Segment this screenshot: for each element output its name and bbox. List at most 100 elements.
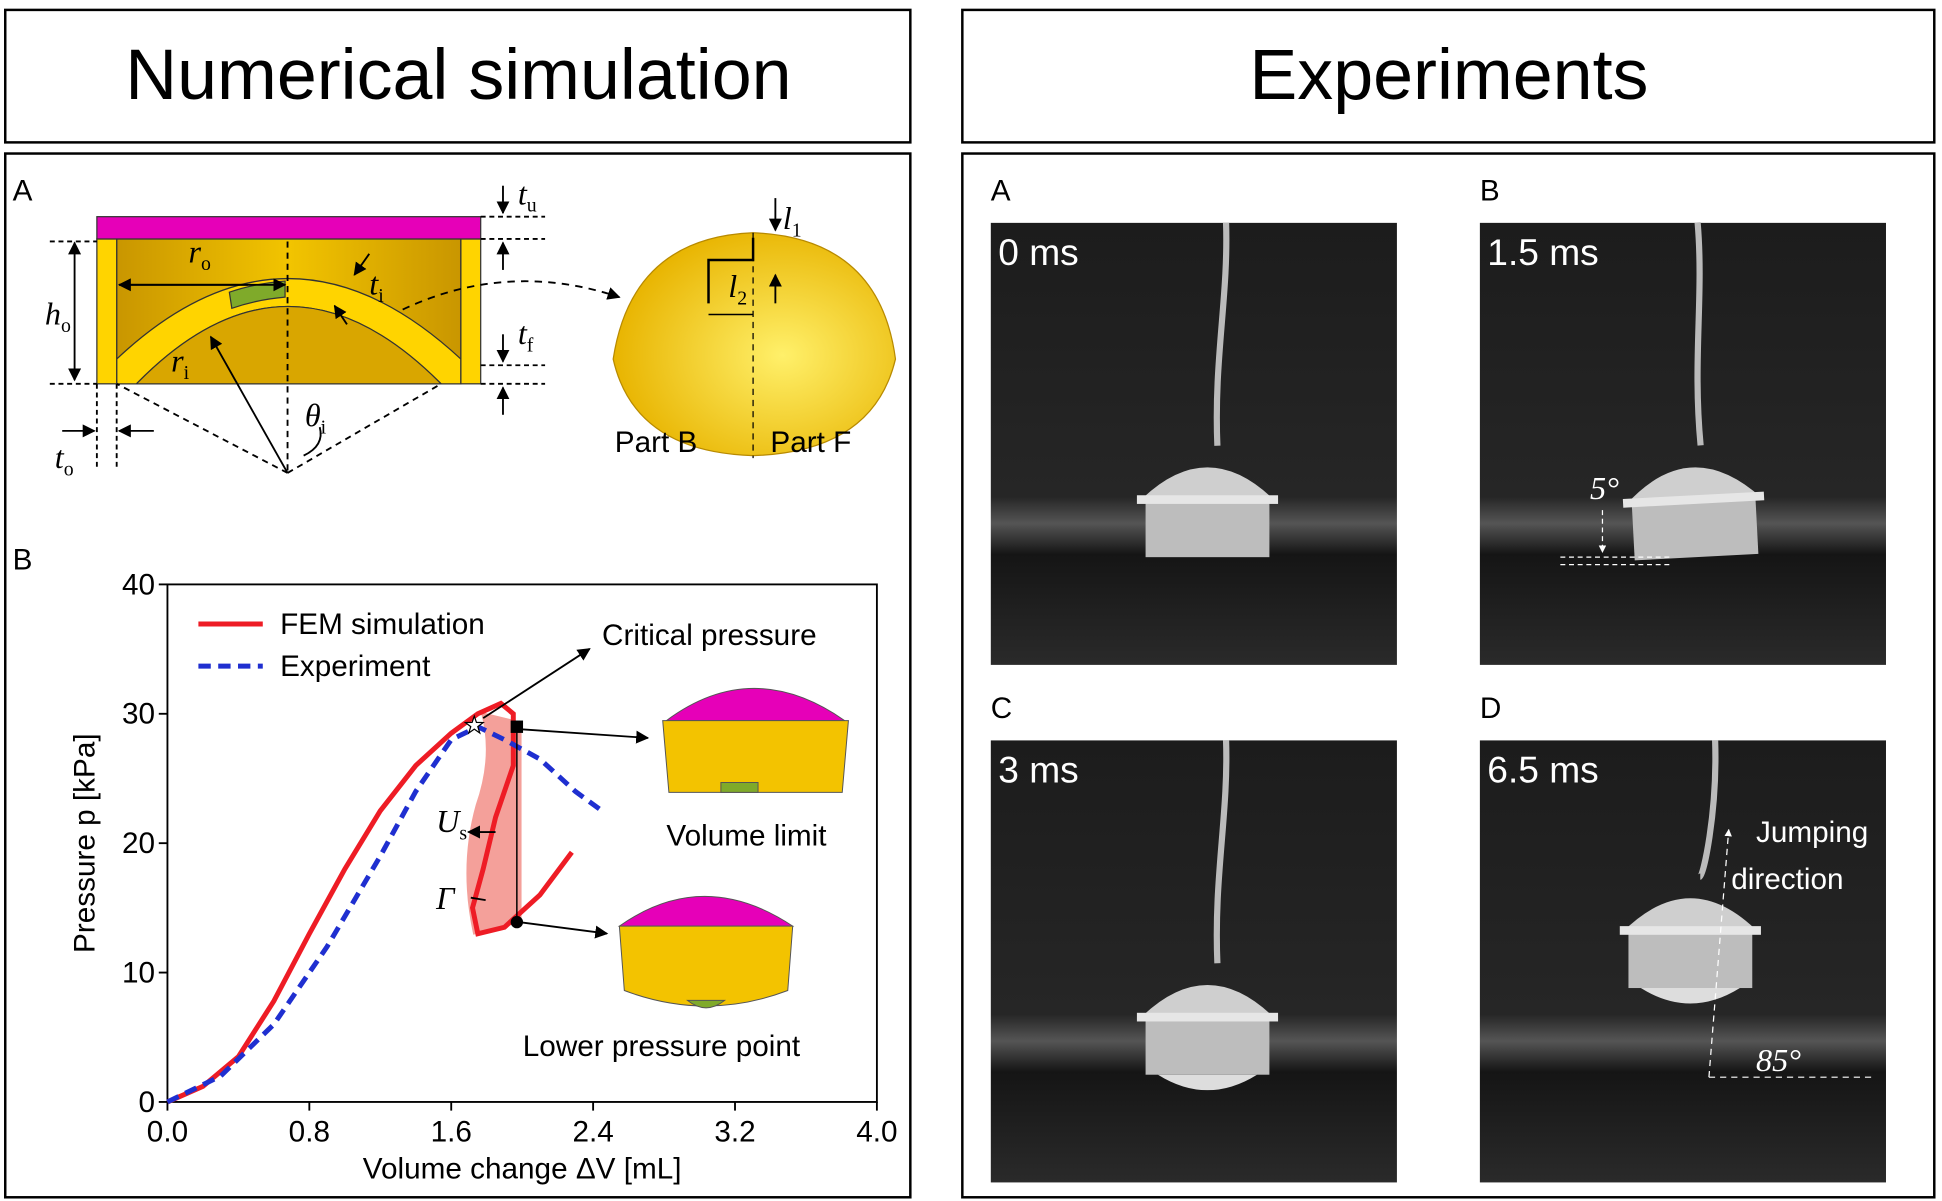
header: Experiments — [1249, 35, 1648, 115]
y-tick-label: 0 — [139, 1086, 156, 1119]
symbol-label: θi — [305, 397, 327, 438]
x-tick-label: 0.0 — [147, 1116, 188, 1149]
cylinder — [1145, 1018, 1270, 1075]
marker-circle — [510, 915, 524, 929]
photo — [1479, 222, 1886, 665]
bulge — [1640, 988, 1740, 1004]
symbol: l — [728, 268, 737, 304]
tube — [1697, 740, 1719, 880]
x-tick-label: 0.8 — [289, 1116, 330, 1149]
subscript: s — [459, 822, 467, 844]
subscript: 2 — [737, 288, 747, 310]
symbol: t — [55, 439, 65, 475]
annotation: Lower pressure point — [523, 1030, 801, 1063]
symbol-label: l1 — [783, 200, 802, 241]
photo — [990, 222, 1397, 665]
annotation: Jumping — [1756, 816, 1868, 849]
photo-letter: C — [991, 692, 1012, 725]
rim — [1619, 926, 1761, 935]
symbol-label: to — [55, 439, 74, 480]
frames — [4, 8, 1936, 1199]
symbol: θ — [305, 397, 321, 433]
symbol-label: ri — [171, 342, 190, 383]
tube — [1694, 222, 1704, 446]
subscript: i — [184, 362, 190, 384]
symbol-label: tu — [518, 175, 537, 216]
y-tick-label: 20 — [122, 827, 155, 860]
insets — [617, 688, 849, 1009]
y-tick-label: 30 — [122, 698, 155, 731]
photo-letter: A — [991, 175, 1011, 208]
symbol-label: Us — [436, 803, 467, 844]
x-tick-label: 1.6 — [431, 1116, 472, 1149]
photo-time: 1.5 ms — [1487, 231, 1598, 273]
annotation: Critical pressure — [602, 619, 817, 652]
subscript: i — [321, 416, 327, 438]
x-tick-label: 2.4 — [572, 1116, 613, 1149]
subscript: o — [201, 253, 211, 275]
cylinder — [1628, 932, 1753, 989]
annotation: 5° — [1590, 470, 1619, 506]
symbol: h — [45, 295, 61, 331]
rim — [1622, 491, 1765, 508]
y-axis-label: Pressure p [kPa] — [68, 733, 101, 953]
device — [1136, 222, 1279, 558]
dome — [612, 198, 897, 459]
symbol-label: ro — [188, 233, 211, 274]
symbol: r — [188, 233, 201, 269]
photo-time: 0 ms — [998, 231, 1078, 273]
symbol: l — [783, 200, 792, 236]
marker-star — [463, 714, 485, 735]
dome-body — [1139, 467, 1276, 502]
symbol: t — [518, 175, 528, 211]
photo-time: 3 ms — [998, 749, 1078, 791]
dome-body — [1139, 984, 1276, 1019]
legend-label: Experiment — [280, 650, 431, 683]
y-tick-label: 40 — [122, 568, 155, 601]
dims — [49, 185, 621, 474]
device — [1136, 740, 1279, 1091]
part-label: Part B — [615, 426, 698, 459]
annotation: Volume limit — [666, 820, 827, 853]
cylinder — [1631, 498, 1759, 561]
panel-letter: A — [13, 175, 33, 208]
rim — [1136, 495, 1279, 504]
tube — [1213, 222, 1230, 446]
header: Numerical simulation — [125, 35, 791, 115]
panel-letter: B — [13, 544, 33, 577]
series-line — [166, 700, 574, 1105]
x-axis-label: Volume change ΔV [mL] — [363, 1153, 682, 1186]
bulge — [1157, 1074, 1258, 1091]
symbol: r — [171, 342, 184, 378]
rim — [1136, 1012, 1279, 1022]
symbol: t — [518, 315, 528, 351]
photo-letter: B — [1480, 175, 1500, 208]
marker-square — [510, 720, 524, 733]
arrow — [1708, 828, 1732, 1078]
annotation: direction — [1731, 863, 1843, 896]
subscript: o — [61, 315, 71, 337]
x-tick-label: 4.0 — [856, 1116, 897, 1149]
symbol-label: l2 — [728, 268, 747, 309]
subscript: o — [64, 458, 74, 480]
symbol: Γ — [435, 880, 456, 916]
photo — [990, 740, 1397, 1183]
subscript: i — [378, 285, 384, 307]
subscript: u — [527, 195, 537, 217]
y-tick-label: 10 — [122, 956, 155, 989]
cylinder — [1145, 501, 1270, 558]
legend-label: FEM simulation — [280, 608, 485, 641]
series-line — [166, 723, 604, 1105]
symbol-label: ti — [369, 266, 384, 307]
annotation: 85° — [1756, 1042, 1801, 1078]
symbol-label: ho — [45, 295, 71, 336]
symbol-label: tf — [518, 315, 534, 356]
device — [1619, 740, 1761, 1004]
cross-section — [96, 216, 482, 385]
annotation-arrows — [467, 648, 650, 939]
guide — [1560, 556, 1672, 566]
symbol: t — [369, 266, 379, 302]
symbol: U — [436, 803, 461, 839]
x-tick-label: 3.2 — [714, 1116, 755, 1149]
